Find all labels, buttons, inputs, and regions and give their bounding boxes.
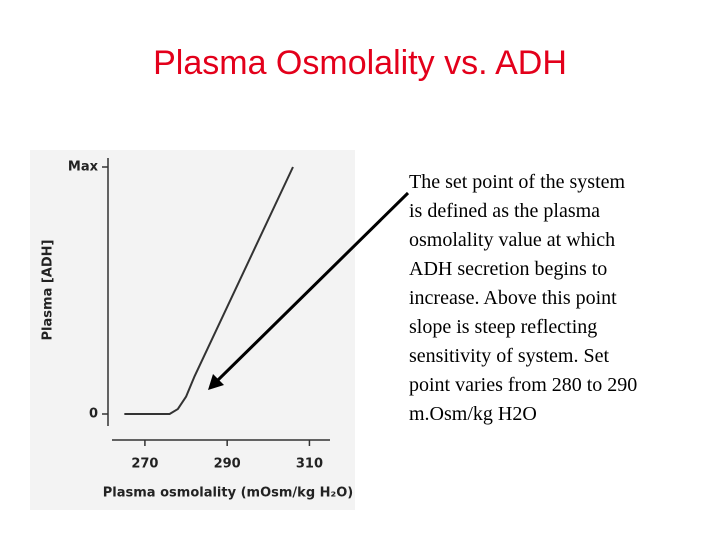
note-line: m.Osm/kg H2O [409,403,537,425]
note-line: increase. Above this point [409,287,617,309]
y-tick-label: 0 [89,407,98,422]
arrow-head [208,374,224,390]
note-line: ADH secretion begins to [409,258,608,280]
arrow [214,191,410,384]
y-axis-label: Plasma [ADH] [41,240,56,341]
note-line: The set point of the system [409,171,626,193]
slide-title: Plasma Osmolality vs. ADH [153,44,567,82]
y-tick-label: Max [68,160,99,175]
note-line: osmolality value at which [409,229,616,251]
x-tick-label: 270 [131,457,158,472]
x-tick-label: 290 [214,457,241,472]
x-axis-label: Plasma osmolality (mOsm/kg H₂O) [103,486,353,501]
x-tick-label: 310 [296,457,323,472]
notes: The set point of the system is defined as… [409,168,709,429]
note-line: point varies from 280 to 290 [409,374,638,396]
note-line: slope is steep reflecting [409,316,598,338]
note-line: sensitivity of system. Set [409,345,609,367]
note-line: is defined as the plasma [409,200,601,222]
chart-background [30,150,355,510]
data-line [124,166,294,415]
